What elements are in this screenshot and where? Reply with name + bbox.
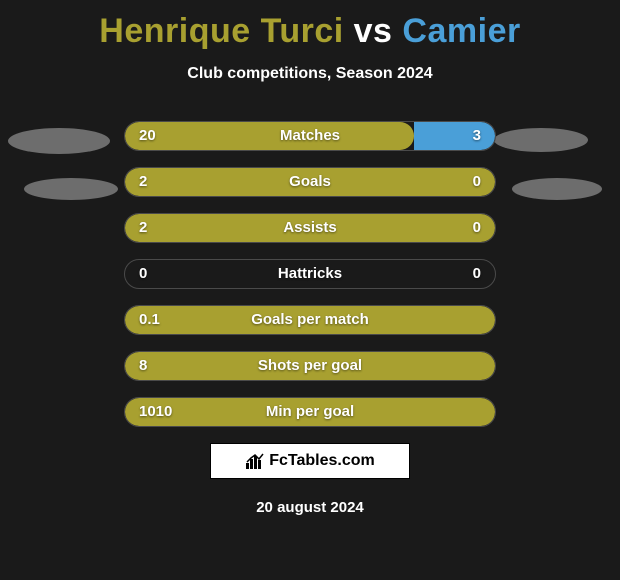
- stat-label: Hattricks: [125, 260, 495, 289]
- stat-row: 20Goals: [124, 167, 496, 197]
- stat-row: 1010Min per goal: [124, 397, 496, 427]
- date-text: 20 august 2024: [0, 499, 620, 516]
- page-title: Henrique Turci vs Camier: [0, 0, 620, 51]
- decorative-ellipse: [512, 178, 602, 200]
- player2-name: Camier: [402, 12, 520, 50]
- brand-text: FcTables.com: [269, 452, 375, 470]
- stat-row: 0.1Goals per match: [124, 305, 496, 335]
- stat-row: 20Assists: [124, 213, 496, 243]
- vs-text: vs: [354, 12, 393, 50]
- stats-area: 203Matches 20Goals 20Assists 00Hattricks 0.1…: [0, 121, 620, 427]
- stat-label: Goals: [125, 168, 495, 197]
- decorative-ellipse: [24, 178, 118, 200]
- stat-row: 8Shots per goal: [124, 351, 496, 381]
- decorative-ellipse: [494, 128, 588, 152]
- stat-label: Shots per goal: [125, 352, 495, 381]
- stat-label: Matches: [125, 122, 495, 151]
- stat-row: 203Matches: [124, 121, 496, 151]
- stat-label: Min per goal: [125, 398, 495, 427]
- decorative-ellipse: [8, 128, 110, 154]
- stat-label: Goals per match: [125, 306, 495, 335]
- chart-icon: [245, 453, 265, 469]
- subtitle: Club competitions, Season 2024: [0, 65, 620, 83]
- brand-box[interactable]: FcTables.com: [210, 443, 410, 479]
- stat-label: Assists: [125, 214, 495, 243]
- player1-name: Henrique Turci: [99, 12, 343, 50]
- stat-row: 00Hattricks: [124, 259, 496, 289]
